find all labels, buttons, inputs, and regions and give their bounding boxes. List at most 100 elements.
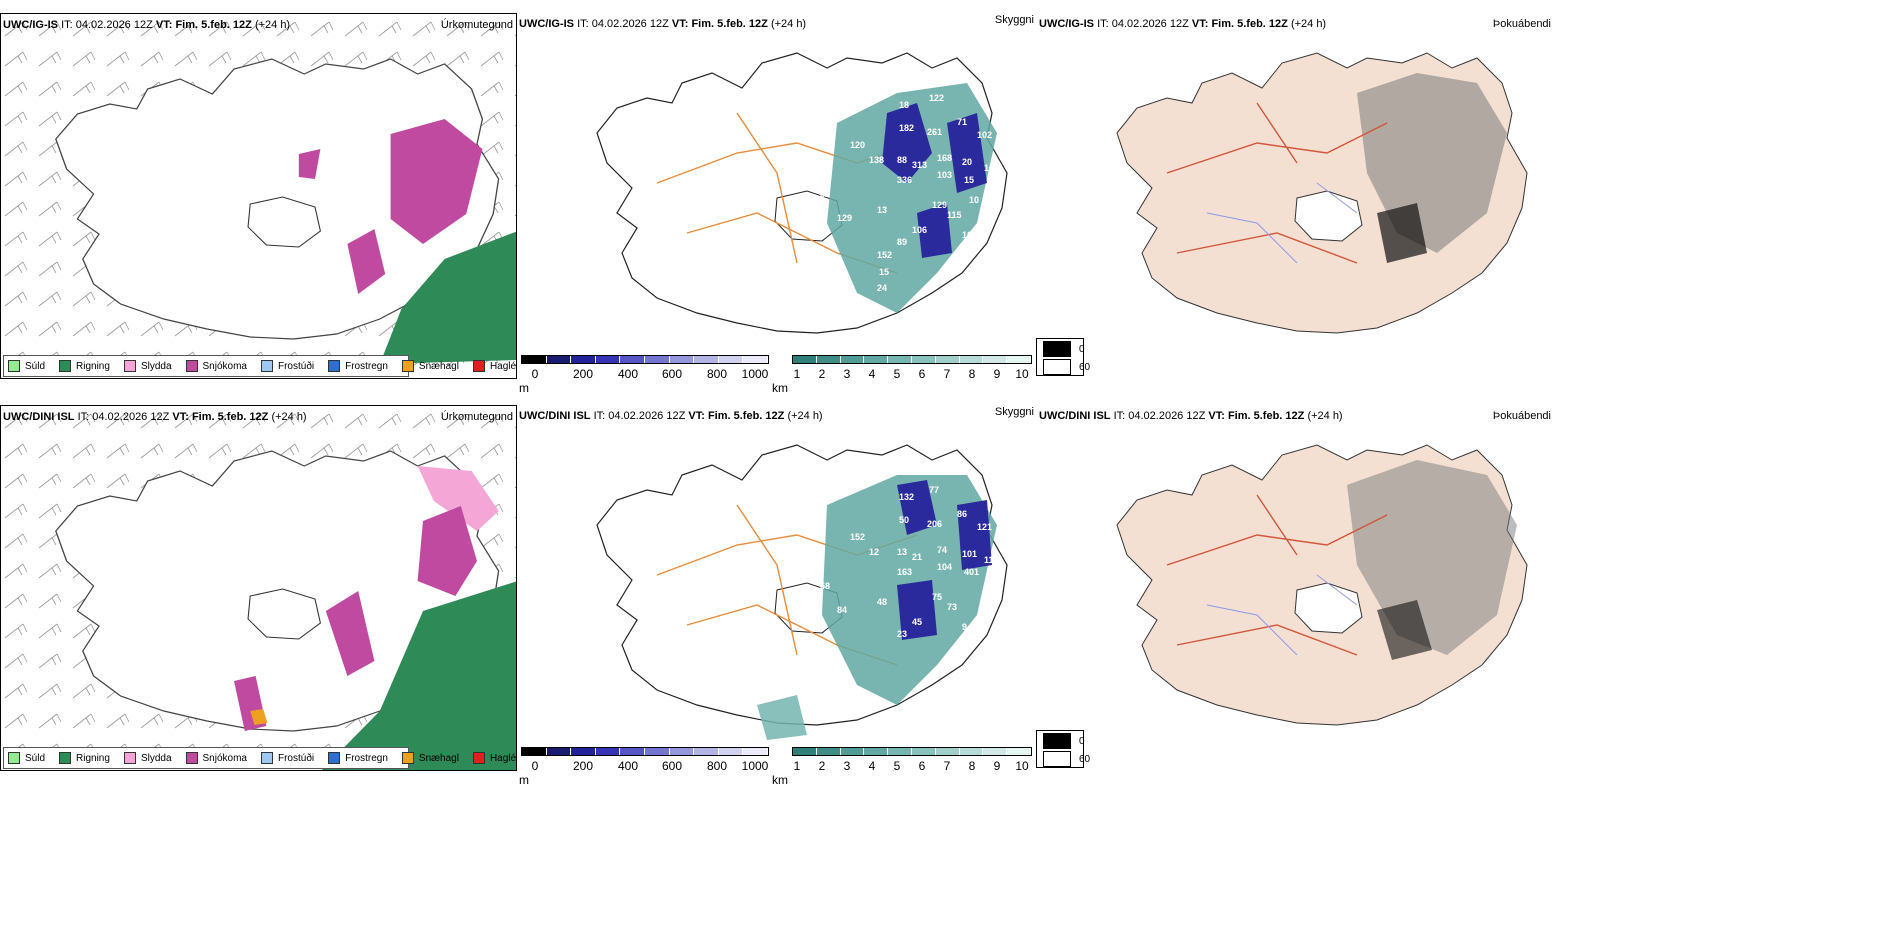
cloud-base-label: 10	[969, 195, 979, 205]
precip-type-title: Úrkomutegund	[440, 411, 513, 423]
snow-area	[390, 119, 483, 244]
visibility-title: Skyggni	[994, 14, 1034, 26]
cloud-base-label: 261	[927, 127, 942, 137]
colorbar-segment	[546, 356, 572, 363]
cloud-base-label: 45	[912, 617, 922, 627]
legend-item: Haglél	[472, 752, 516, 764]
colorbar-tick: 8	[968, 759, 976, 773]
colorbar-segment	[864, 748, 889, 755]
cloud-base-label: 121	[977, 522, 992, 532]
colorbar-segment	[840, 748, 865, 755]
colorbar-unit: m	[519, 381, 529, 395]
cloud-base-label: 336	[897, 175, 912, 185]
colorbar-tick: 6	[918, 759, 926, 773]
cloud-base-label: 18	[899, 100, 909, 110]
colorbar-tick: 4	[868, 759, 876, 773]
cloud-base-label: 75	[932, 592, 942, 602]
legend-swatch	[401, 752, 414, 764]
cloud-base-shading	[897, 480, 992, 640]
legend-item: Snæhagl	[401, 360, 459, 372]
cloud-base-label: 112	[984, 555, 999, 565]
precip-map-row2	[1, 406, 516, 770]
colorbar-segment	[840, 356, 865, 363]
fog-shading	[1347, 460, 1517, 655]
colorbar-segment	[983, 748, 1008, 755]
cloud-base-label: 102	[977, 130, 992, 140]
visibility-map-row2: 132 77 50 206 86 121 152 12 13 21 74 101 112 511 58 163…	[596, 444, 1008, 740]
cloud-base-label: 129	[837, 213, 852, 223]
cloud-base-label: 13	[897, 547, 907, 557]
colorbar-tick: 200	[572, 759, 594, 773]
colorbar-tick: 1000	[741, 759, 769, 773]
colorbar-tick: 5	[893, 367, 901, 381]
cloud-base-label: 48	[877, 597, 887, 607]
colorbar-segment	[816, 748, 841, 755]
cloud-base-label: 106	[912, 225, 927, 235]
colorbar-segment	[793, 748, 817, 755]
panel-header: UWC/DINI ISL IT: 04.02.2026 12Z VT: Fim.…	[519, 410, 823, 422]
legend-swatch	[185, 752, 198, 764]
height-colorbar-ticks: m 0 200 400 600 800 1000	[519, 759, 771, 787]
precip-legend: Súld Rigning Slydda Snjókoma Frostúði Fr…	[3, 355, 516, 377]
legend-swatch	[123, 360, 136, 372]
fog-map-row1	[1116, 52, 1528, 334]
colorbar-tick: 7	[943, 367, 951, 381]
panel-header: UWC/IG-IS IT: 04.02.2026 12Z VT: Fim. 5.…	[1039, 18, 1327, 30]
cloud-base-label: 103	[937, 170, 952, 180]
cloud-base-label: 15	[964, 175, 974, 185]
fog-swatch	[1043, 341, 1071, 357]
legend-swatch	[8, 752, 20, 764]
height-colorbar: m 0 200 400 600 800 1000	[519, 353, 771, 395]
colorbar-tick: 800	[706, 367, 728, 381]
cloud-base-label: 115	[947, 210, 962, 220]
colorbar-segment	[718, 748, 744, 755]
colorbar-tick: 9	[993, 759, 1001, 773]
cloud-base-label: 182	[899, 123, 914, 133]
colorbar-segment	[911, 356, 936, 363]
colorbar-segment	[644, 748, 670, 755]
colorbar-segment	[571, 356, 596, 363]
colorbar-segment	[935, 356, 960, 363]
visibility-title: Skyggni	[994, 406, 1034, 418]
precip-type-title: Úrkomutegund	[440, 19, 513, 31]
cloud-base-label: 163	[897, 567, 912, 577]
colorbar-segment	[1007, 748, 1031, 755]
rain-area	[321, 581, 516, 770]
cloud-base-label: 168	[937, 153, 952, 163]
legend-item: Snjókoma	[185, 752, 247, 764]
colorbar-segment	[983, 356, 1008, 363]
colorbar-segment	[669, 748, 695, 755]
fog-panel-row1: UWC/IG-IS IT: 04.02.2026 12Z VT: Fim. 5.…	[1037, 13, 1553, 338]
cloud-base-label: 9	[962, 622, 967, 632]
road-network	[1166, 494, 1388, 656]
legend-item: Súld	[8, 752, 45, 764]
fog-map-row2	[1116, 444, 1528, 726]
fog-title: Þokuábendi	[1492, 410, 1551, 422]
cloud-base-label: 89	[897, 237, 907, 247]
precip-type-panel-row2: UWC/DINI ISL IT: 04.02.2026 12Z VT: Fim.…	[0, 405, 517, 771]
cloud-base-labels: 18 122 182 261 71 102 120 138 88 313 168 20 163 96 82 3…	[777, 93, 999, 325]
colorbar-tick: 7	[943, 759, 951, 773]
height-colorbar: m 0 200 400 600 800 1000	[519, 745, 771, 787]
cloud-base-label: 12	[869, 547, 879, 557]
legend-swatch	[260, 752, 273, 764]
cloud-base-label: 82	[820, 189, 830, 199]
fog-shading	[1377, 600, 1432, 660]
cloud-base-label: 511	[800, 589, 815, 599]
cloud-base-label: 86	[957, 509, 967, 519]
legend-item: Rigning	[59, 360, 110, 372]
panel-header: UWC/IG-IS IT: 04.02.2026 12Z VT: Fim. 5.…	[519, 18, 807, 30]
visibility-panel-row2: 132 77 50 206 86 121 152 12 13 21 74 101 112 511 58 163…	[517, 405, 1037, 771]
cloud-base-shading	[882, 103, 987, 258]
legend-swatch	[185, 360, 198, 372]
fog-shading	[1357, 73, 1507, 253]
cloud-base-label: 15	[879, 267, 889, 277]
cloud-base-label: 16	[962, 230, 972, 240]
river-network	[1206, 574, 1358, 656]
legend-swatch	[401, 360, 414, 372]
cloud-base-label: 74	[937, 545, 947, 555]
colorbar-tick: 2	[818, 367, 826, 381]
fog-swatch	[1043, 751, 1071, 767]
legend-item: Slydda	[123, 752, 172, 764]
legend-item: Rigning	[59, 752, 110, 764]
